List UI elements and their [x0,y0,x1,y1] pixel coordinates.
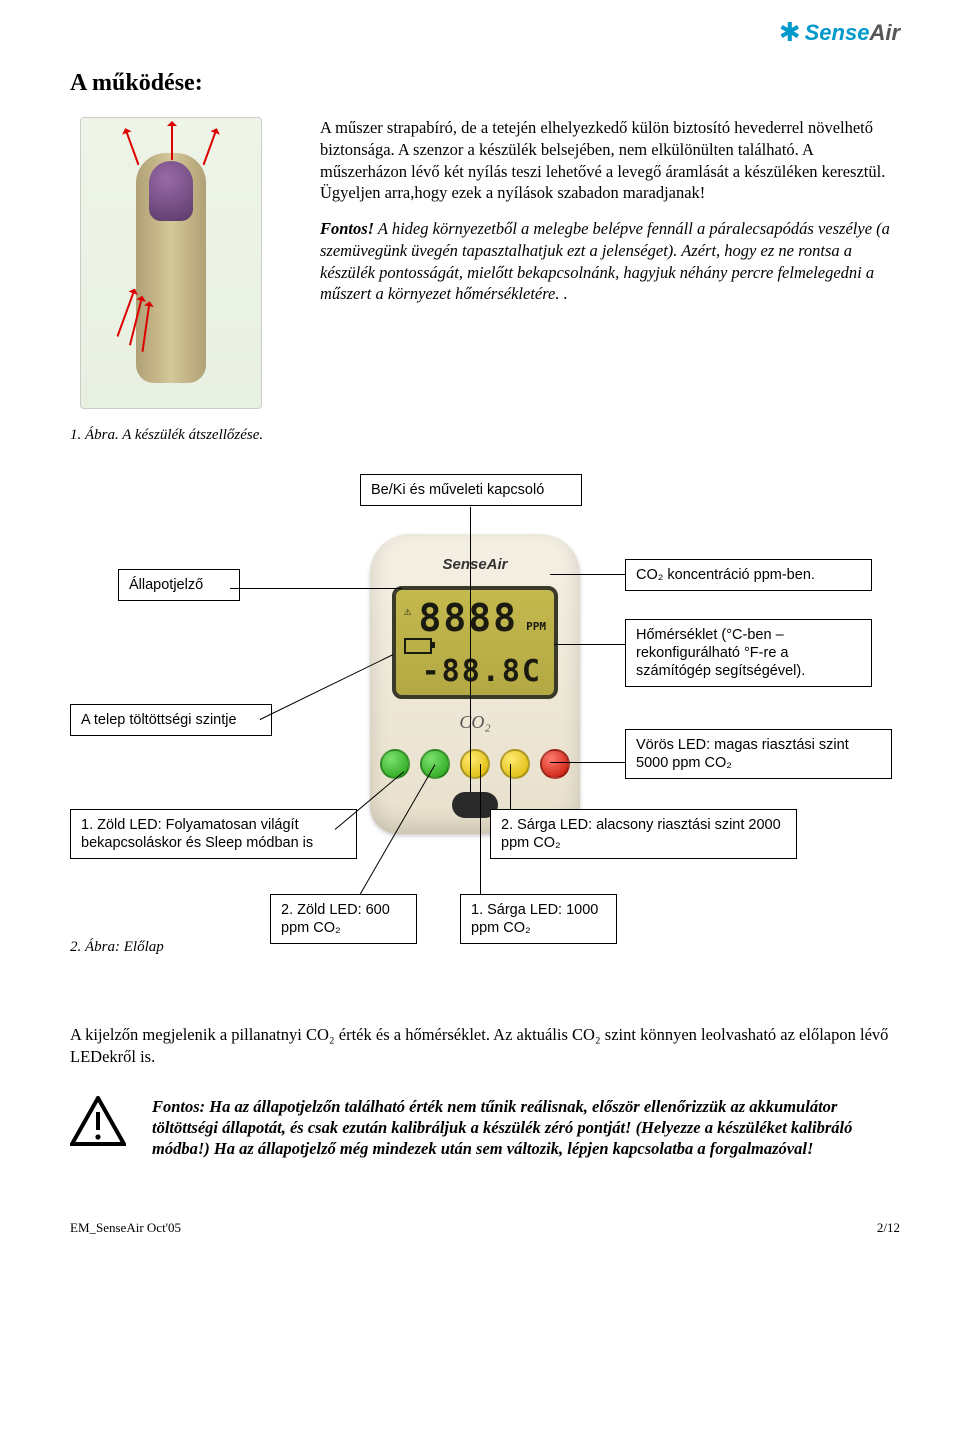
footer-page-number: 2/12 [877,1220,900,1236]
label-green-led-2: 2. Zöld LED: 600 ppm CO₂ [270,894,417,944]
lcd-warn-icon: ⚠ [404,604,411,618]
logo-burst-icon: ✱ [779,18,801,48]
label-power-switch: Be/Ki és műveleti kapcsoló [360,474,582,506]
lcd-co2-value: 8888 [418,596,518,640]
led-red [540,749,570,779]
lcd-display: ⚠ 8888 PPM -88.8C [392,586,558,699]
label-co2-ppm: CO₂ koncentráció ppm-ben. [625,559,872,591]
lcd-ppm-unit: PPM [526,620,546,633]
front-panel-diagram: SenseAir ⚠ 8888 PPM -88.8C CO₂ Be/Ki és … [70,474,900,994]
label-battery-level: A telep töltöttségi szintje [70,704,272,736]
figure-2-caption: 2. Ábra: Előlap [70,939,164,956]
important-body: A hideg környezetből a melegbe belépve f… [320,219,890,303]
device-vent-illustration [80,117,262,409]
label-yellow-led-1: 1. Sárga LED: 1000 ppm CO₂ [460,894,617,944]
label-temperature: Hőmérséklet (°C-ben – rekonfigurálható °… [625,619,872,687]
lcd-temp-value: -88.8C [422,654,542,689]
warning-note-text: Fontos: Ha az állapotjelzőn található ér… [152,1096,900,1160]
device-brand: SenseAir [370,556,580,573]
intro-text: A műszer strapabíró, de a tetején elhely… [320,117,900,319]
bottom-paragraph: A kijelzőn megjelenik a pillanatnyi CO₂ … [70,1024,900,1068]
logo-text: SenseAir [805,20,900,46]
label-status-indicator: Állapotjelző [118,569,240,601]
paragraph-1: A műszer strapabíró, de a tetején elhely… [320,117,900,204]
logo: ✱ SenseAir [779,18,900,48]
warning-note: Fontos: Ha az állapotjelzőn található ér… [70,1096,900,1160]
important-note: Fontos! A hideg környezetből a melegbe b… [320,218,900,305]
figure-1-caption: 1. Ábra. A készülék átszellőzése. [70,427,290,444]
page-footer: EM_SenseAir Oct'05 2/12 [70,1220,900,1236]
page-title: A működése: [70,70,900,97]
led-yellow-1 [460,749,490,779]
led-row [370,749,580,779]
device-co2-label: CO₂ [370,712,580,733]
label-red-led: Vörös LED: magas riasztási szint 5000 pp… [625,729,892,779]
logo-word-2: Air [869,20,900,45]
figure-1: 1. Ábra. A készülék átszellőzése. [70,117,290,444]
important-label: Fontos! [320,219,374,238]
footer-doc-id: EM_SenseAir Oct'05 [70,1220,181,1236]
warning-triangle-icon [70,1096,130,1151]
label-yellow-led-2: 2. Sárga LED: alacsony riasztási szint 2… [490,809,797,859]
led-yellow-2 [500,749,530,779]
lcd-battery-icon [404,638,432,654]
logo-word-1: Sense [805,20,870,45]
device-front-illustration: SenseAir ⚠ 8888 PPM -88.8C CO₂ [370,534,580,834]
label-green-led-1: 1. Zöld LED: Folyamatosan világít bekapc… [70,809,357,859]
led-green-1 [380,749,410,779]
